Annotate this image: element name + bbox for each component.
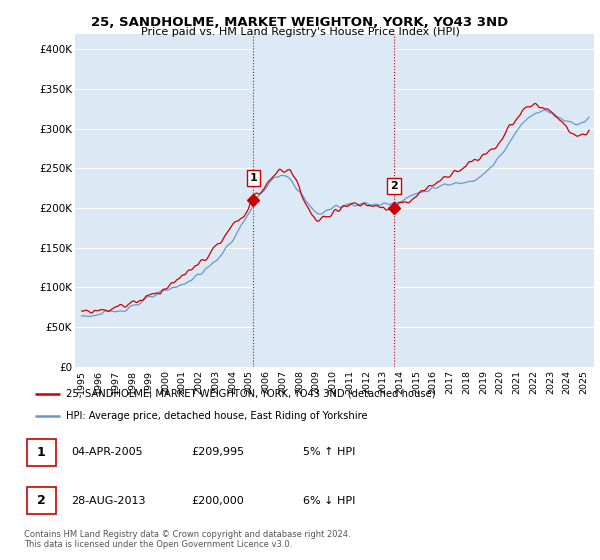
Text: 5% ↑ HPI: 5% ↑ HPI [303,447,355,458]
Text: Price paid vs. HM Land Registry's House Price Index (HPI): Price paid vs. HM Land Registry's House … [140,27,460,37]
Text: 2: 2 [390,181,398,191]
FancyBboxPatch shape [27,438,56,466]
Text: 1: 1 [250,173,257,183]
Text: Contains HM Land Registry data © Crown copyright and database right 2024.
This d: Contains HM Land Registry data © Crown c… [24,530,350,549]
Text: £200,000: £200,000 [191,496,244,506]
Text: 1: 1 [37,446,46,459]
Text: HPI: Average price, detached house, East Riding of Yorkshire: HPI: Average price, detached house, East… [66,410,367,421]
FancyBboxPatch shape [27,487,56,515]
Text: 04-APR-2005: 04-APR-2005 [71,447,143,458]
Text: 2: 2 [37,494,46,507]
Text: 25, SANDHOLME, MARKET WEIGHTON, YORK, YO43 3ND (detached house): 25, SANDHOLME, MARKET WEIGHTON, YORK, YO… [66,389,436,399]
Text: 6% ↓ HPI: 6% ↓ HPI [303,496,355,506]
Text: 28-AUG-2013: 28-AUG-2013 [71,496,146,506]
Bar [253,34,394,367]
Text: 25, SANDHOLME, MARKET WEIGHTON, YORK, YO43 3ND: 25, SANDHOLME, MARKET WEIGHTON, YORK, YO… [91,16,509,29]
Text: £209,995: £209,995 [191,447,245,458]
